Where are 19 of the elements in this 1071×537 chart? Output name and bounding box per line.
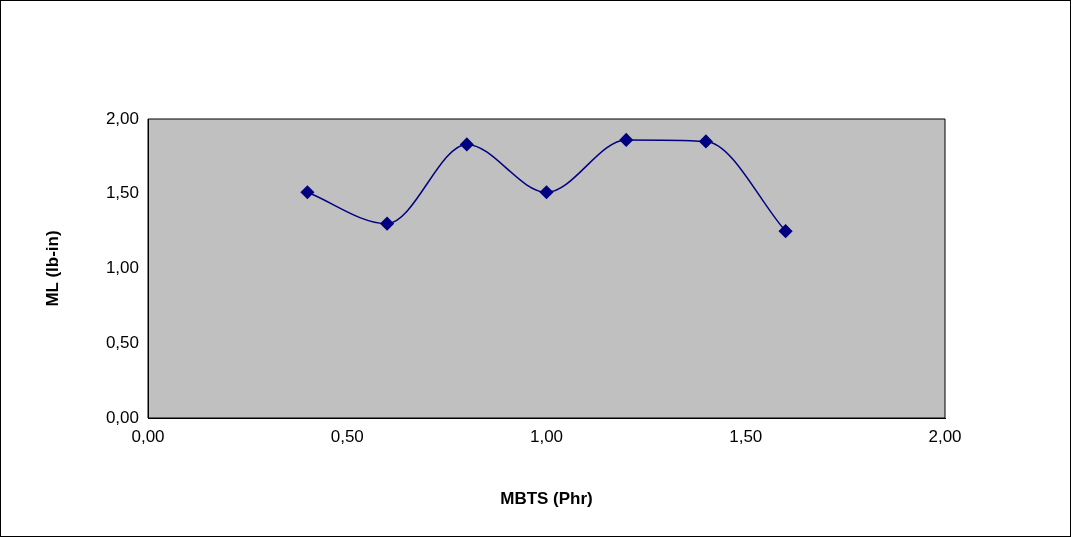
y-tick-label: 2,00 [105,108,139,128]
y-tick-label: 1,00 [105,258,139,278]
point [380,216,394,231]
point [460,137,474,152]
point [300,185,315,200]
y-tick-label: 0,00 [105,407,139,427]
x-tick-label: 1,50 [729,426,763,446]
x-tick-label: 1,00 [529,426,564,446]
y-axis-title: ML (lb-in) [42,230,62,307]
x-axis-title: MBTS (Phr) [500,489,593,509]
point [699,134,713,149]
point [619,133,633,147]
y-tick-label: 1,50 [105,183,139,203]
point [778,224,793,238]
x-tick-label: 0,50 [330,426,364,446]
x-tick-label: 0,00 [131,426,165,446]
y-tick-label: 0,50 [105,332,139,352]
point [539,185,554,200]
x-tick-label: 2,00 [928,426,962,446]
